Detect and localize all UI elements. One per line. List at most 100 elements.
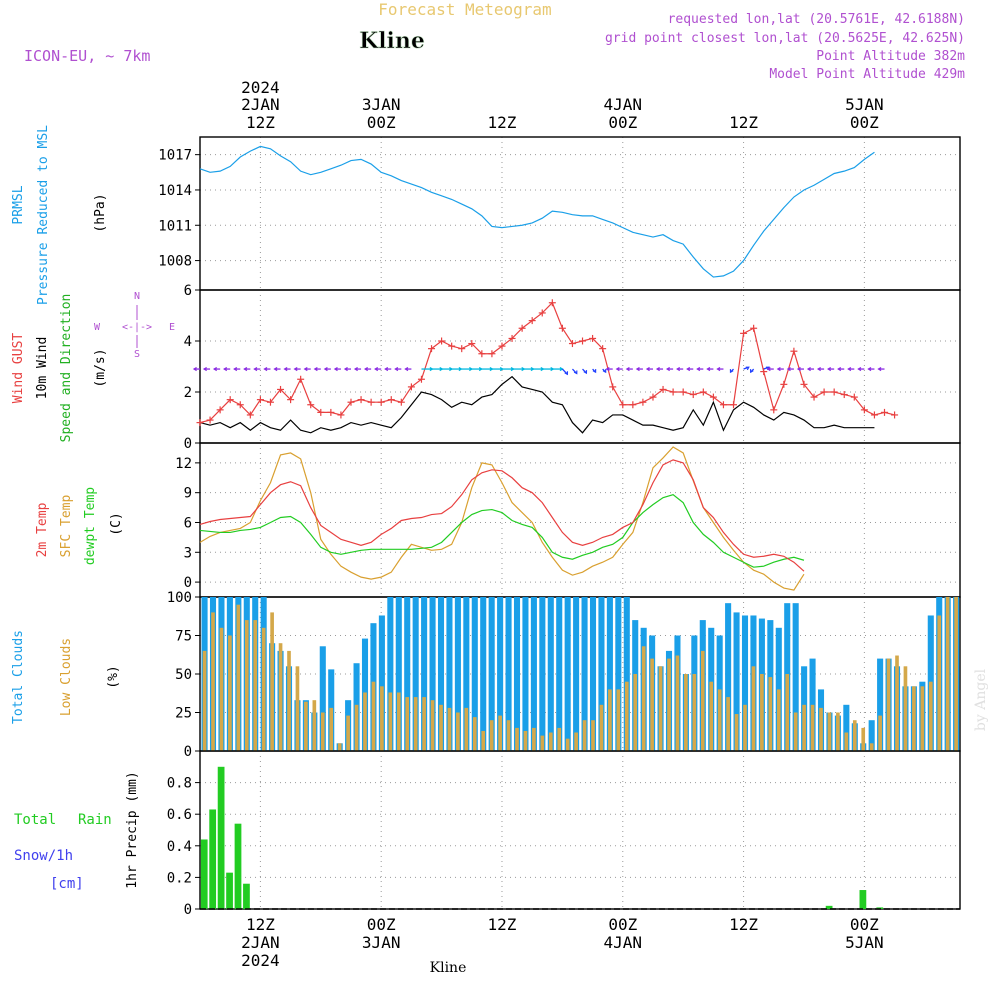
low-cloud-bar (582, 720, 587, 751)
dewpt-label: dewpt Temp (83, 487, 98, 565)
bottom-time-label: 00Z (367, 915, 396, 934)
wind-direction-arrowhead (293, 366, 298, 372)
rain-bar (200, 839, 208, 909)
total-cloud-bar (606, 597, 613, 751)
rain-bar (243, 883, 250, 909)
wind-direction-arrowhead (263, 366, 268, 372)
low-cloud-bar (591, 720, 595, 751)
wind-direction-arrowhead (729, 369, 734, 374)
low-cloud-bar (388, 692, 393, 751)
panel-frame (199, 136, 961, 291)
total-cloud-bar (513, 597, 521, 751)
low-cloud-bar (945, 597, 950, 751)
compass-s: S (134, 349, 140, 360)
ytick-label: 0.2 (167, 870, 192, 886)
low-cloud-bar (667, 658, 671, 751)
wind-direction-arrowhead (394, 366, 399, 372)
low-cloud-bar (422, 697, 426, 751)
low-cloud-bar (717, 689, 722, 751)
low-cloud-bar (320, 712, 325, 751)
low-cloud-bar (523, 730, 528, 751)
low-cloud-bar (540, 735, 545, 751)
wind-direction-arrowhead (847, 366, 852, 372)
low-cloud-bar (363, 692, 367, 751)
top-time-label: 12Z (729, 113, 758, 132)
rain-bar (825, 905, 833, 909)
ytick-label: 6 (184, 283, 192, 299)
total-cloud-bar (877, 658, 884, 751)
total-cloud-bar (387, 597, 394, 751)
low-cloud-bar (658, 666, 663, 751)
rain-bar (209, 809, 217, 909)
low-cloud-bar (447, 707, 452, 751)
ytick-label: 6 (184, 515, 192, 531)
wind-direction-arrowhead (273, 366, 278, 372)
total-cloud-bar (437, 597, 445, 751)
total-cloud-bar (421, 597, 428, 751)
total-cloud-bar (581, 597, 588, 751)
low-cloud-bar (776, 689, 781, 751)
wind-direction-arrowhead (223, 366, 228, 372)
low-cloud-bar (684, 674, 688, 751)
watermark: by Angel (973, 668, 989, 731)
low-cloud-bar (219, 627, 224, 751)
low-cloud-bar (920, 686, 925, 751)
wind-direction-arrowhead (877, 366, 882, 372)
wind-direction-arrowhead (605, 366, 610, 372)
wind-gust-line (199, 301, 895, 424)
low-cloud-bar (439, 704, 443, 751)
temp-unit: (C) (109, 512, 124, 535)
total-cloud-bar (725, 603, 732, 751)
low-cloud-bar (532, 727, 536, 751)
ytick-label: 0 (184, 744, 192, 760)
total-clouds-label: Total Clouds (11, 630, 26, 724)
wind-direction-arrowhead (645, 366, 650, 372)
low-cloud-bar (802, 704, 806, 751)
ytick-label: 4 (184, 334, 192, 350)
bottom-date-label: 5JAN (845, 933, 884, 952)
wind-direction-arrowhead (343, 366, 348, 372)
wind-direction-arrowhead (655, 366, 660, 372)
low-cloud-bar (270, 612, 274, 751)
total-cloud-bar (488, 597, 495, 751)
bottom-date-label: 2JAN (241, 933, 280, 952)
low-cloud-bar (616, 689, 621, 751)
total-cloud-bar (733, 612, 740, 751)
point-altitude: Point Altitude 382m (816, 49, 965, 64)
t2m-label: 2m Temp (35, 502, 50, 557)
wind-direction-arrowhead (404, 366, 409, 372)
low-cloud-bar (878, 715, 882, 751)
low-cloud-bar (928, 681, 933, 751)
low-cloud-bar (380, 686, 384, 751)
wind-direction-arrowhead (592, 369, 597, 374)
low-cloud-bar (295, 666, 300, 751)
top-time-label: 12Z (246, 113, 275, 132)
wind-speed-line (199, 375, 875, 434)
top-date-label: 4JAN (604, 95, 643, 114)
compass-n: N (134, 291, 140, 302)
ytick-label: 0 (184, 575, 192, 591)
sfc-label: SFC Temp (59, 495, 74, 558)
low-cloud-bar (312, 700, 317, 751)
low-cloud-bar (371, 681, 376, 751)
wind-label: 10m Wind (35, 337, 50, 400)
low-cloud-bar (709, 681, 714, 751)
ytick-label: 9 (184, 486, 192, 502)
total-cloud-bar (480, 597, 487, 751)
low-cloud-bar (785, 674, 790, 751)
low-cloud-bar (793, 712, 798, 751)
compass-e: E (169, 322, 175, 333)
product-title: Forecast Meteogram (378, 0, 551, 19)
gust-label: Wind GUST (11, 333, 26, 404)
rain-bar (217, 766, 225, 909)
rain-bar (226, 872, 233, 909)
wind-direction-arrowhead (583, 370, 588, 375)
wind-panel: Wind GUST 10m Wind Speed and Direction (… (11, 283, 961, 452)
bottom-time-label: 00Z (608, 915, 637, 934)
total-cloud-bar (404, 597, 411, 751)
total-cloud-bar (446, 597, 453, 751)
panel-frame (199, 750, 961, 910)
bottom-time-label: 12Z (246, 915, 275, 934)
